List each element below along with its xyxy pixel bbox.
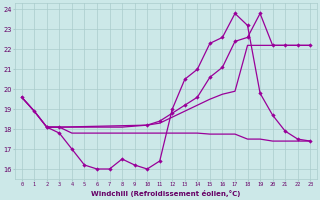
X-axis label: Windchill (Refroidissement éolien,°C): Windchill (Refroidissement éolien,°C) xyxy=(91,190,241,197)
